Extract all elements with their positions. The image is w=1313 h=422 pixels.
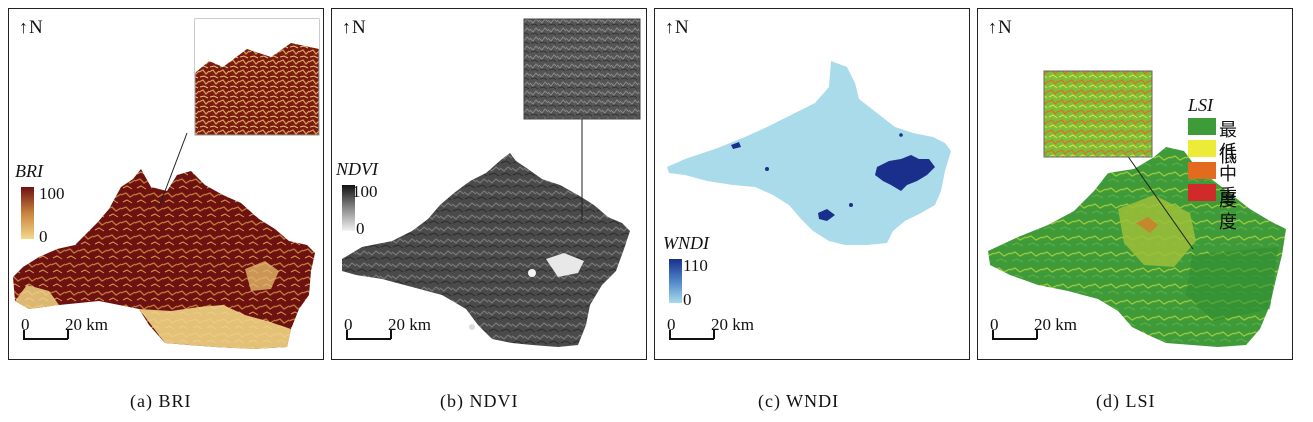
map-panel-ndvi: ↑N NDVI 100 0 0 20 km [331,8,647,360]
caption-b: (b) NDVI [440,391,519,411]
water-body [875,155,935,191]
scale-bar: 0 20 km [988,315,1108,345]
map-panel-lsi: ↑N LSI 最低 低 中度 重度 0 20 km [977,8,1293,360]
legend-title: NDVI [336,159,378,179]
caption-c: (c) WNDI [758,391,840,411]
lsi-inset [1043,70,1153,158]
legend-max: 110 [683,256,708,275]
bri-region [13,169,315,349]
north-arrow: ↑N [988,17,1012,38]
legend-swatch [1188,140,1216,157]
north-arrow: ↑N [342,17,366,38]
legend-label: 重度 [1219,186,1237,233]
ndvi-inset [523,18,641,120]
legend-title: LSI [1188,95,1214,115]
legend-gradient [342,185,355,231]
legend-gradient [21,187,34,239]
legend-min: 0 [356,219,365,238]
legend-swatch [1188,118,1216,135]
legend-label: 最低 [1219,120,1237,167]
legend-min: 0 [39,227,48,246]
wndi-map [667,61,951,245]
caption-d: (d) LSI [1096,391,1156,411]
legend-title: BRI [15,161,43,181]
scale-bar: 0 20 km [342,315,462,345]
legend-max: 100 [352,182,378,201]
legend-title: WNDI [663,233,709,253]
legend-swatch [1188,184,1216,201]
legend-label: 低 [1219,142,1237,163]
ndvi-map [342,18,641,347]
legend-label: 中度 [1219,164,1237,211]
legend-swatch [1188,162,1216,179]
map-panel-bri: ↑N BRI 100 0 0 20 km [8,8,324,360]
caption-a: (a) BRI [130,391,192,411]
scale-bar: 0 20 km [19,315,139,345]
legend-gradient [669,259,682,303]
north-arrow: ↑N [19,17,43,38]
wndi-region [667,61,951,245]
ndvi-region [342,153,630,347]
legend-max: 100 [39,184,65,203]
north-arrow: ↑N [665,17,689,38]
map-panel-wndi: ↑N WNDI 110 0 0 20 km [654,8,970,360]
legend-min: 0 [683,290,692,309]
scale-bar: 0 20 km [665,315,785,345]
bri-map [13,18,320,349]
lsi-map [988,70,1286,347]
